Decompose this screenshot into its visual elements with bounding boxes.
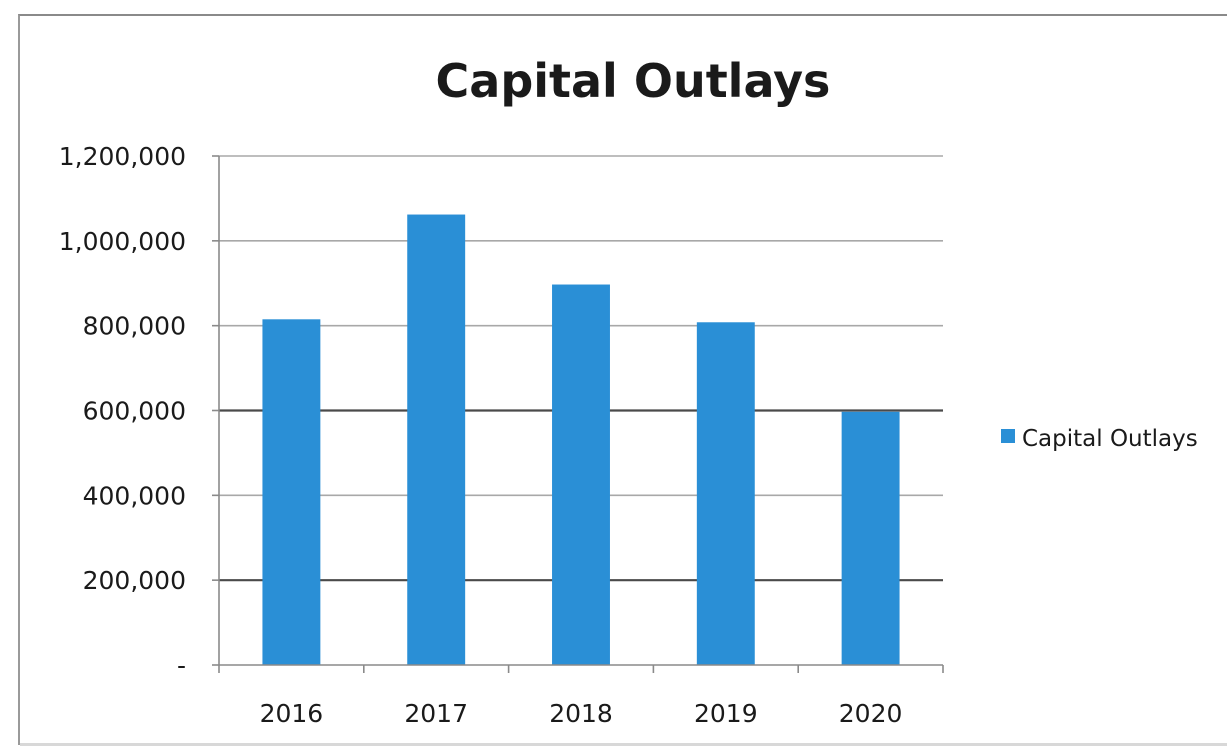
bar-2017 — [407, 215, 465, 665]
y-tick-label: - — [177, 651, 186, 680]
legend: Capital Outlays — [1001, 426, 1198, 452]
x-axis-ticks: 2016 2017 2018 2019 2020 — [260, 699, 903, 728]
x-tick-label: 2016 — [260, 699, 324, 728]
y-tick-label: 800,000 — [83, 312, 186, 341]
y-tick-label: 1,200,000 — [59, 142, 186, 171]
y-tick-label: 1,000,000 — [59, 227, 186, 256]
bar-2020 — [842, 412, 900, 665]
y-tick-label: 200,000 — [83, 566, 186, 595]
x-tick-label: 2019 — [694, 699, 758, 728]
bar-2019 — [697, 322, 755, 665]
legend-label: Capital Outlays — [1022, 426, 1198, 452]
x-tick-label: 2017 — [404, 699, 468, 728]
legend-swatch — [1001, 429, 1015, 443]
chart-title: Capital Outlays — [436, 54, 831, 108]
x-tick-label: 2018 — [549, 699, 613, 728]
y-axis-ticks: - 200,000 400,000 600,000 800,000 1,000,000 1,… — [59, 142, 186, 680]
bar-2016 — [262, 319, 320, 665]
y-tick-label: 400,000 — [83, 481, 186, 510]
bars — [262, 215, 899, 665]
y-tick-label: 600,000 — [83, 397, 186, 426]
bar-2018 — [552, 285, 610, 665]
x-tick-label: 2020 — [839, 699, 903, 728]
